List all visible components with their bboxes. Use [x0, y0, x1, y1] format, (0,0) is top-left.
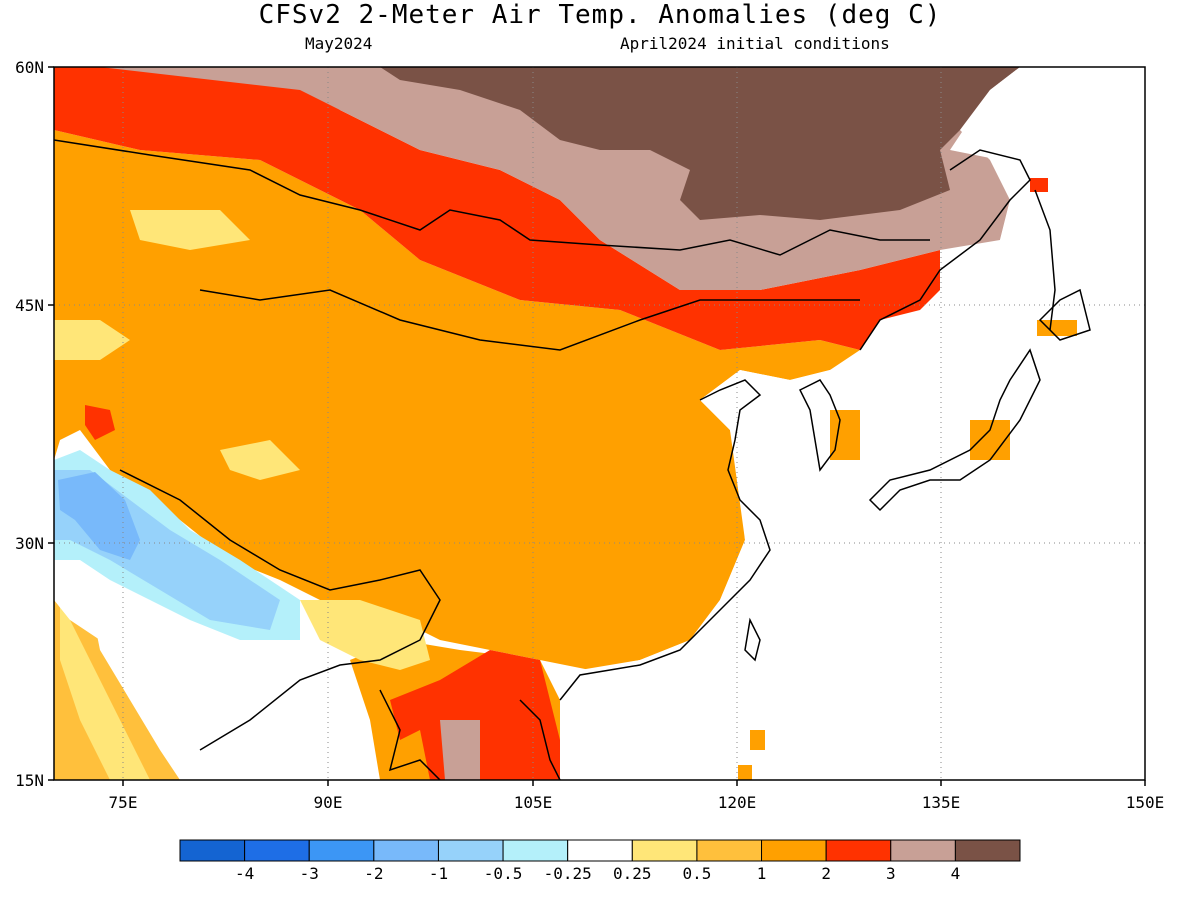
- map-frame: [53, 66, 1146, 781]
- lon-label-120e: 120E: [718, 793, 757, 812]
- colorbar-label: -2: [364, 864, 383, 883]
- map-title: CFSv2 2-Meter Air Temp. Anomalies (deg C…: [258, 0, 942, 30]
- colorbar: -4 -3 -2 -1 -0.5 -0.25 0.25 0.5 1 2 3 4: [179, 839, 1021, 883]
- lon-label-135e: 135E: [922, 793, 961, 812]
- colorbar-label: 4: [951, 864, 961, 883]
- lon-label-75e: 75E: [109, 793, 138, 812]
- lat-label-60n: 60N: [15, 58, 44, 77]
- colorbar-label: 0.25: [613, 864, 652, 883]
- colorbar-label: -0.25: [544, 864, 592, 883]
- lat-label-45n: 45N: [15, 296, 44, 315]
- colorbar-segment: [179, 839, 246, 862]
- lon-label-150e: 150E: [1126, 793, 1165, 812]
- colorbar-segment: [567, 839, 633, 862]
- colorbar-segment: [308, 839, 375, 862]
- colorbar-segment: [373, 839, 439, 862]
- forecast-month: May2024: [305, 34, 373, 53]
- colorbar-label: -1: [429, 864, 448, 883]
- colorbar-segment: [696, 839, 763, 862]
- lat-label-30n: 30N: [15, 534, 44, 553]
- anomaly-region-gt4: [380, 67, 1020, 220]
- colorbar-label: 3: [886, 864, 896, 883]
- colorbar-label: -4: [235, 864, 254, 883]
- grid-lines: [54, 67, 1145, 780]
- colorbar-label: 0.5: [682, 864, 711, 883]
- colorbar-segment: [761, 839, 827, 862]
- colorbar-segment: [437, 839, 504, 862]
- coastlines: [54, 139, 1091, 780]
- axis-ticks: [48, 66, 1146, 786]
- colorbar-segment: [890, 839, 956, 862]
- colorbar-label: -0.5: [484, 864, 523, 883]
- lat-label-15n: 15N: [15, 771, 44, 790]
- colorbar-segment: [631, 839, 698, 862]
- initial-conditions: April2024 initial conditions: [620, 34, 890, 53]
- colorbar-segment: [502, 839, 569, 862]
- colorbar-segment: [954, 839, 1021, 862]
- lon-label-90e: 90E: [314, 793, 343, 812]
- anomaly-region-2to3: [54, 67, 940, 350]
- anomaly-field: [54, 67, 1145, 780]
- anomaly-region-1to2: [54, 130, 860, 670]
- colorbar-label: 2: [821, 864, 831, 883]
- colorbar-segment: [244, 839, 310, 862]
- colorbar-label: 1: [757, 864, 767, 883]
- lon-label-105e: 105E: [514, 793, 553, 812]
- colorbar-segment: [825, 839, 892, 862]
- colorbar-label: -3: [300, 864, 319, 883]
